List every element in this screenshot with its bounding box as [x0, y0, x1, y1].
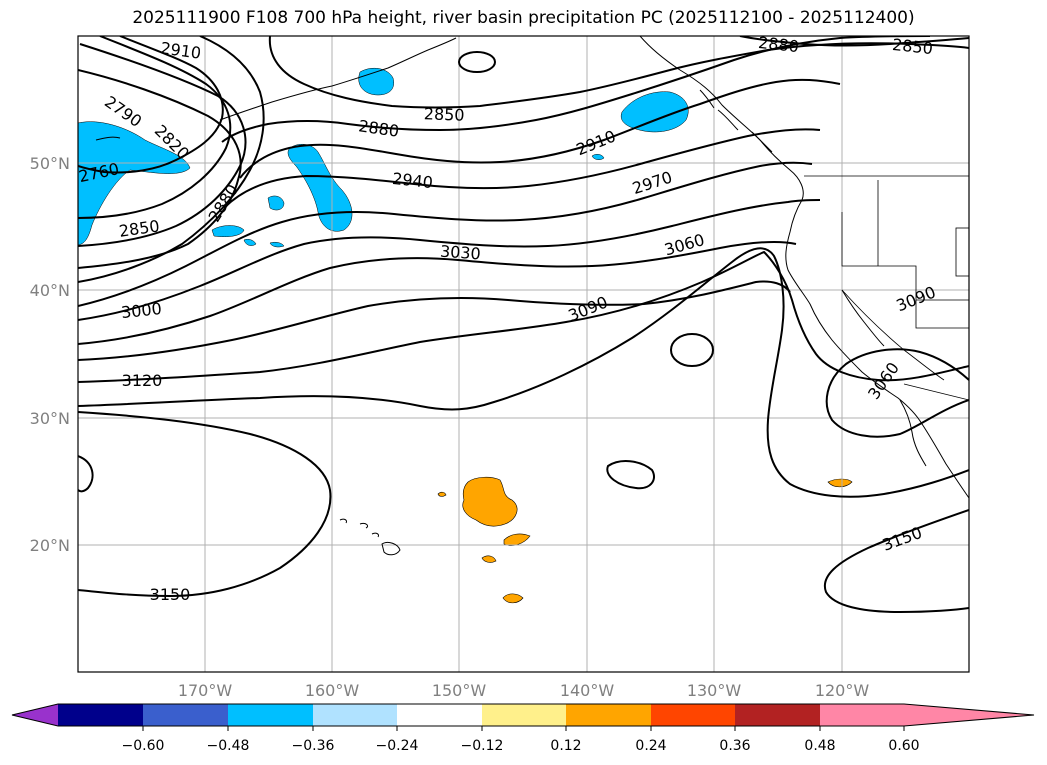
map-background	[78, 36, 969, 672]
contour-3150-edge	[78, 455, 94, 493]
lon-label: 150°W	[432, 681, 487, 700]
precip-area-positive	[462, 476, 518, 527]
precip-area-negative	[267, 195, 285, 211]
contour-3060	[78, 280, 791, 361]
contour-2880-ne	[739, 36, 969, 47]
colorbar-extend-low	[12, 704, 58, 726]
lon-label: 170°W	[178, 681, 233, 700]
contour-label: 2850	[424, 104, 465, 124]
precip-area-positive	[481, 555, 497, 563]
coastlines	[95, 36, 969, 556]
precip-area-negative	[269, 241, 285, 248]
colorbar: −0.60 −0.48 −0.36 −0.24 −0.12 0.12 0.24 …	[11, 703, 1035, 754]
lat-label: 20°N	[30, 536, 70, 555]
colorbar-tick-label: −0.60	[122, 738, 165, 754]
colorbar-segment	[820, 704, 904, 726]
lat-label: 40°N	[30, 281, 70, 300]
precip-area-negative	[591, 154, 605, 160]
precip-shading	[78, 67, 853, 604]
colorbar-tick-label: 0.24	[635, 738, 666, 754]
lat-label: 50°N	[30, 154, 70, 173]
contour-label: 2850	[891, 35, 933, 58]
lon-label: 120°W	[815, 681, 870, 700]
colorbar-tick-label: −0.24	[376, 738, 419, 754]
colorbar-outline	[11, 703, 1035, 727]
contour-2760	[78, 36, 224, 174]
precip-area-negative	[243, 238, 257, 246]
colorbar-tick-label: −0.48	[207, 738, 250, 754]
contour-3060-low	[825, 348, 969, 438]
contour-2850	[268, 36, 969, 109]
contour-2880-west	[78, 36, 265, 283]
map-title: 2025111900 F108 700 hPa height, river ba…	[132, 8, 915, 28]
contour-label: 3120	[122, 371, 163, 390]
contour-3030	[78, 240, 797, 345]
contour-2970	[78, 161, 813, 307]
colorbar-segment	[482, 704, 566, 726]
contour-label: 3030	[439, 242, 481, 264]
contour-label: 3000	[120, 299, 162, 322]
colorbar-extend-high	[904, 704, 1034, 726]
colorbar-segment	[228, 704, 313, 726]
colorbar-tick-label: 0.12	[550, 738, 581, 754]
contour-2940	[223, 128, 821, 209]
contour-label: 2880	[757, 33, 799, 56]
colorbar-segment	[143, 704, 228, 726]
colorbar-tick-label: 0.48	[804, 738, 835, 754]
contour-2790	[78, 36, 232, 219]
map-frame	[77, 35, 970, 673]
precip-area-negative	[620, 91, 689, 133]
precip-area-negative	[287, 144, 353, 232]
precip-area-negative	[78, 121, 191, 246]
colorbar-tick-label: −0.12	[461, 738, 504, 754]
lon-label: 130°W	[687, 681, 742, 700]
colorbar-tick-label: 0.60	[888, 738, 919, 754]
precip-area-positive	[437, 491, 447, 497]
contour-label: 2940	[391, 169, 433, 192]
precip-area-positive	[502, 593, 524, 604]
contour-3150-west	[78, 411, 332, 598]
lat-label: 30°N	[30, 409, 70, 428]
contour-3090	[78, 250, 969, 383]
height-contours	[78, 36, 969, 614]
precip-area-positive	[827, 478, 853, 488]
colorbar-tick-label: −0.36	[292, 738, 335, 754]
colorbar-ticks	[142, 726, 905, 731]
colorbar-tick-label: 0.36	[719, 738, 750, 754]
contour-3000	[78, 199, 821, 321]
longitude-labels: 170°W 160°W 150°W 140°W 130°W 120°W	[178, 681, 870, 700]
contour-3120-small	[670, 333, 714, 367]
contour-2850-west	[78, 69, 242, 269]
colorbar-segment	[566, 704, 651, 726]
latitude-labels: 50°N 40°N 30°N 20°N	[30, 154, 70, 555]
colorbar-segment	[58, 704, 143, 726]
colorbar-segment	[735, 704, 820, 726]
contour-3120	[78, 247, 969, 498]
map-gridlines	[78, 36, 969, 672]
lon-label: 160°W	[305, 681, 360, 700]
precip-area-negative	[211, 225, 245, 237]
contour-label: 3150	[150, 585, 191, 604]
lon-label: 140°W	[560, 681, 615, 700]
contour-2910	[239, 78, 841, 179]
colorbar-segment	[651, 704, 735, 726]
colorbar-segment	[397, 704, 482, 726]
contour-2880	[221, 36, 931, 143]
contour-3150-small	[606, 460, 655, 490]
contour-3150-east	[823, 509, 969, 614]
contour-closed-north	[458, 51, 496, 73]
colorbar-segment	[313, 704, 397, 726]
